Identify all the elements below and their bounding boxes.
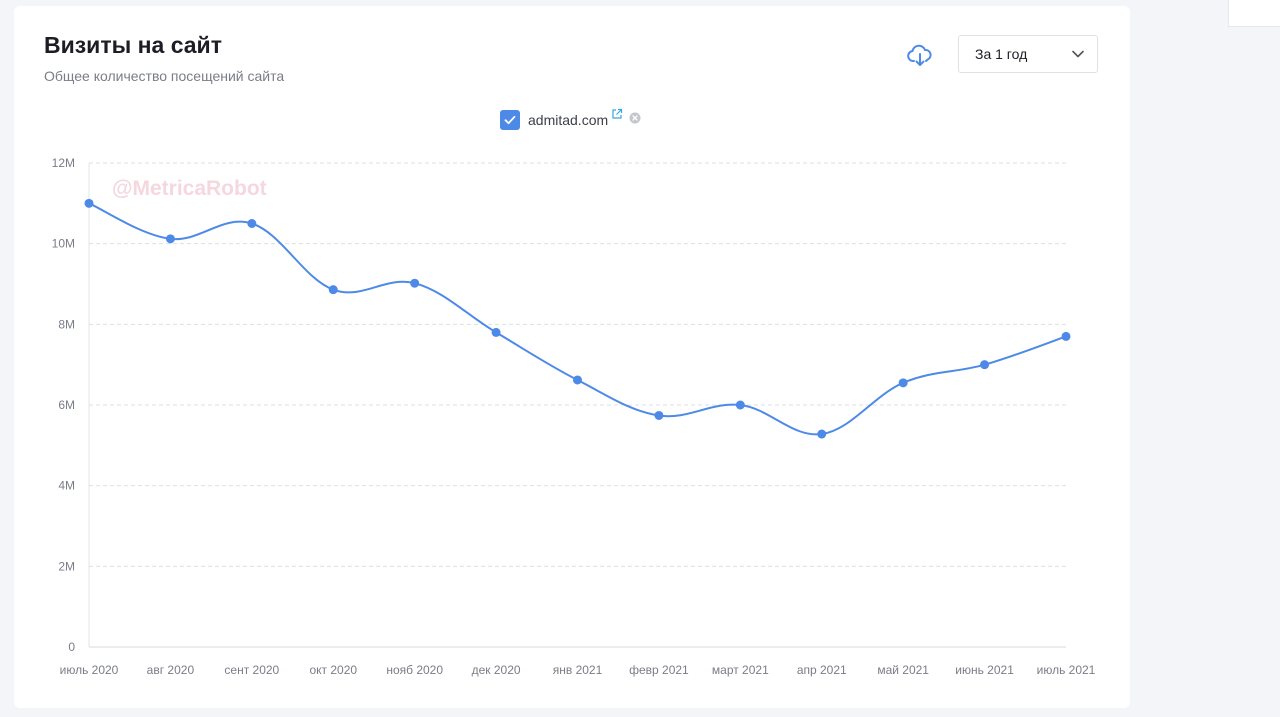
data-point[interactable] bbox=[817, 429, 827, 439]
data-point[interactable] bbox=[247, 219, 257, 228]
remove-site-icon[interactable] bbox=[629, 111, 641, 129]
data-point[interactable] bbox=[735, 400, 745, 410]
x-tick-label: апр 2021 bbox=[797, 663, 847, 677]
y-tick-label: 6M bbox=[58, 398, 75, 412]
data-point[interactable] bbox=[654, 410, 664, 420]
period-select-value: За 1 год bbox=[975, 46, 1028, 62]
data-point[interactable] bbox=[165, 234, 175, 244]
x-tick-label: сент 2020 bbox=[224, 663, 279, 677]
x-tick-label: март 2021 bbox=[712, 663, 769, 677]
chart-legend: admitad.com bbox=[500, 107, 641, 130]
x-tick-label: нояб 2020 bbox=[386, 663, 443, 677]
data-point[interactable] bbox=[84, 198, 94, 208]
page-subtitle: Общее количество посещений сайта bbox=[44, 68, 285, 84]
chevron-down-icon bbox=[1072, 50, 1084, 58]
x-tick-label: июль 2020 bbox=[60, 663, 119, 677]
x-tick-label: окт 2020 bbox=[309, 663, 357, 677]
y-tick-label: 8M bbox=[58, 317, 75, 331]
x-tick-label: июль 2021 bbox=[1037, 663, 1096, 677]
legend-checkbox[interactable] bbox=[500, 110, 520, 130]
corner-panel bbox=[1228, 0, 1280, 27]
data-point[interactable] bbox=[573, 375, 582, 385]
check-icon bbox=[504, 115, 516, 125]
series-line bbox=[88, 202, 1067, 436]
page-title: Визиты на сайт bbox=[44, 32, 222, 58]
data-point[interactable] bbox=[491, 327, 501, 337]
download-button[interactable] bbox=[906, 42, 934, 70]
x-tick-label: февр 2021 bbox=[629, 663, 689, 677]
x-tick-label: янв 2021 bbox=[553, 663, 603, 677]
x-tick-label: авг 2020 bbox=[147, 663, 195, 677]
y-tick-label: 2M bbox=[58, 559, 75, 573]
y-tick-label: 4M bbox=[58, 479, 75, 493]
watermark-text: @MetricaRobot bbox=[112, 177, 267, 200]
y-tick-label: 0 bbox=[68, 640, 75, 654]
x-tick-label: дек 2020 bbox=[472, 663, 521, 677]
data-point[interactable] bbox=[1061, 331, 1071, 341]
legend-site-label[interactable]: admitad.com bbox=[528, 112, 609, 128]
x-tick-label: май 2021 bbox=[877, 663, 929, 677]
y-tick-label: 10M bbox=[52, 237, 75, 251]
data-point[interactable] bbox=[980, 360, 990, 370]
period-select[interactable]: За 1 год bbox=[958, 35, 1098, 73]
external-link-icon[interactable] bbox=[611, 107, 623, 125]
data-point[interactable] bbox=[898, 378, 908, 388]
data-point[interactable] bbox=[328, 285, 338, 295]
data-point[interactable] bbox=[410, 278, 420, 288]
y-tick-label: 12M bbox=[52, 156, 75, 170]
x-tick-label: июнь 2021 bbox=[955, 663, 1014, 677]
visits-chart: 0 2M 4M 6M 8M 10M 12M июль 2020 авг 2020 сент 20… bbox=[52, 156, 1096, 677]
cloud-download-icon bbox=[907, 44, 932, 66]
visits-card: Визиты на сайт Общее количество посещени… bbox=[14, 6, 1130, 708]
